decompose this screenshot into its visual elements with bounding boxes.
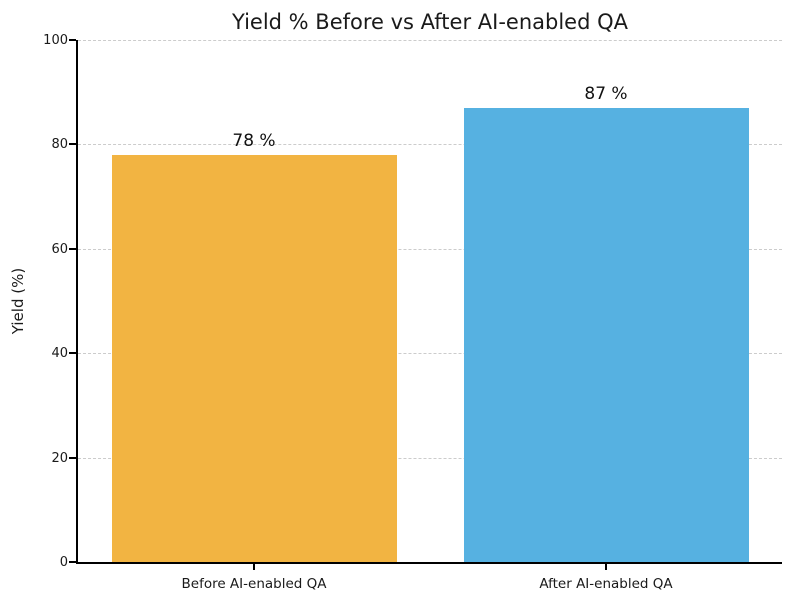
bar-value-label-after-ai-enabled-qa: 87 %: [584, 83, 628, 104]
y-tick-mark-60: [69, 247, 76, 250]
gridline-y-80: [78, 144, 782, 146]
bar-after-ai-enabled-qa: [463, 107, 749, 562]
y-tick-mark-0: [69, 561, 76, 563]
bar-value-label-before-ai-enabled-qa: 78 %: [232, 130, 276, 151]
bar-before-ai-enabled-qa: [111, 154, 397, 562]
x-axis-spine: [76, 562, 782, 564]
gridline-y-100: [78, 40, 782, 41]
y-tick-label-80: 80: [51, 137, 68, 153]
y-tick-label-40: 40: [51, 346, 68, 362]
x-tick-label-before-ai-enabled-qa: Before AI-enabled QA: [181, 576, 327, 592]
x-tick-mark-before-ai-enabled-qa: [253, 564, 255, 570]
y-axis-spine: [76, 40, 78, 564]
y-tick-label-60: 60: [51, 241, 68, 257]
gridline-y-60: [78, 248, 782, 250]
gridline-y-20: [78, 457, 782, 459]
x-tick-label-after-ai-enabled-qa: After AI-enabled QA: [539, 576, 673, 592]
y-tick-mark-40: [69, 352, 76, 355]
y-tick-mark-80: [69, 143, 76, 146]
y-axis-label: Yield (%): [9, 267, 27, 335]
chart-title: Yield % Before vs After AI-enabled QA: [231, 10, 628, 34]
y-tick-label-0: 0: [59, 555, 68, 570]
gridline-y-40: [78, 353, 782, 355]
y-tick-mark-20: [69, 456, 76, 459]
plot-area: 78 % 87 % 0 20 40 60 80 100 Before AI-enabled …: [43, 34, 782, 592]
x-tick-mark-after-ai-enabled-qa: [605, 564, 607, 570]
y-tick-label-20: 20: [51, 450, 68, 466]
y-tick-mark-100: [69, 39, 76, 41]
y-tick-label-100: 100: [43, 33, 68, 48]
